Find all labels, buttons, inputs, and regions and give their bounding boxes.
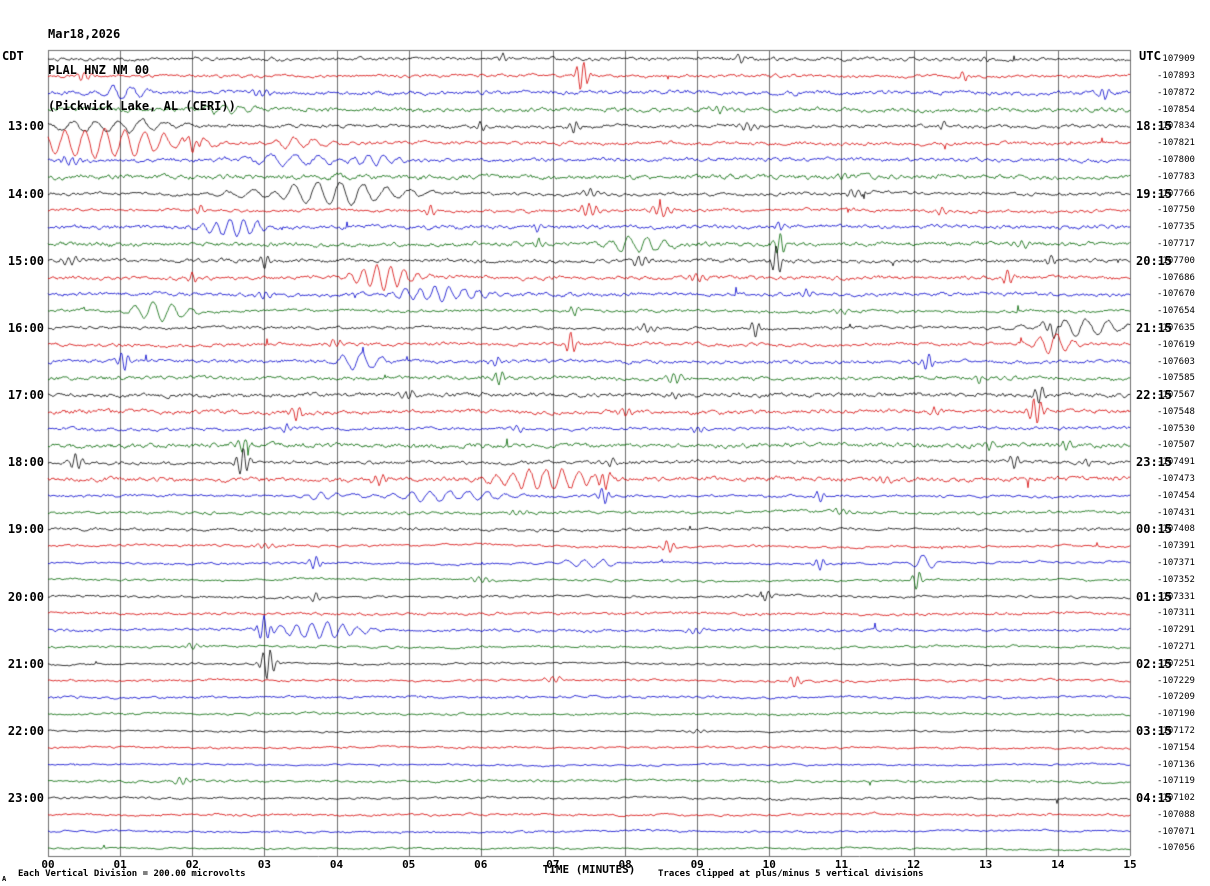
trace-offset-value: -107136 [1157,759,1195,770]
trace-offset-value: -107717 [1157,238,1195,249]
x-tick-label: 13 [979,858,993,871]
trace-offset-value: -107209 [1157,692,1195,703]
trace-offset-value: -107548 [1157,406,1195,417]
left-hour-label: 15:00 [7,253,44,268]
trace-offset-value: -107473 [1157,474,1195,484]
x-tick-label: 03 [257,858,272,871]
trace-offset-value: -107567 [1157,390,1195,401]
trace-offset-value: -107311 [1157,608,1195,619]
x-tick-label: 04 [329,858,344,871]
trace-offset-value: -107331 [1157,591,1195,602]
trace-offset-value: -107909 [1157,54,1195,65]
header-station: PLAL HNZ NM 00 [48,63,150,77]
trace-offset-value: -107371 [1157,558,1195,568]
x-tick-label: 09 [690,858,704,871]
trace-offset-value: -107454 [1157,490,1195,501]
left-hour-label: 23:00 [7,791,44,806]
left-hour-label: 20:00 [7,589,44,604]
x-tick-label: 14 [1051,858,1065,871]
x-tick-label: 15 [1123,858,1137,871]
left-hour-label: 13:00 [7,119,44,134]
trace-offset-value: -107700 [1157,255,1195,266]
trace-offset-value: -107172 [1157,725,1195,736]
right-utc-label: 00:15 [1136,522,1173,537]
x-tick-label: 10 [762,858,776,871]
trace-offset-value: -107102 [1157,793,1195,804]
x-tick-label: 11 [834,858,849,871]
scale-note: Each Vertical Division = 200.00 microvol… [18,869,246,879]
left-hour-label: 22:00 [7,723,44,738]
right-utc-label: 04:15 [1136,791,1173,806]
x-tick-label: 07 [546,858,560,871]
trace-offset-value: -107391 [1157,541,1195,552]
trace-offset-value: -107056 [1157,843,1195,854]
trace-offset-value: -107854 [1157,104,1195,115]
trace-offset-value: -107491 [1157,457,1195,468]
left-hour-label: 16:00 [7,320,44,335]
trace-offset-value: -107872 [1157,87,1195,98]
trace-offset-value: -107190 [1157,709,1195,720]
right-utc-label: 21:15 [1136,320,1173,335]
trace-offset-value: -107893 [1157,71,1195,81]
trace-offset-value: -107635 [1157,322,1195,333]
x-tick-label: 12 [906,858,921,871]
right-utc-label: 19:15 [1136,186,1173,201]
trace-offset-value: -107800 [1157,155,1195,165]
x-axis-title: TIME (MINUTES) [542,863,636,876]
x-tick-label: 05 [402,858,416,871]
trace-offset-value: -107735 [1157,222,1195,233]
right-utc-label: 23:15 [1136,455,1173,470]
trace-offset-value: -107619 [1157,339,1195,350]
left-hour-label: 21:00 [7,656,44,671]
trace-offset-value: -107229 [1157,675,1195,686]
header-location: (Pickwick Lake, AL (CERI)) [48,99,236,113]
trace-offset-value: -107603 [1157,356,1195,367]
clip-note: Traces clipped at plus/minus 5 vertical … [658,869,924,879]
right-utc-label: 20:15 [1136,253,1173,268]
trace-offset-value: -107654 [1157,306,1195,317]
trace-offset-value: -107154 [1157,742,1195,753]
trace-offset-value: -107766 [1157,188,1195,199]
trace-offset-value: -107686 [1157,272,1195,283]
right-utc-label: 03:15 [1136,723,1173,738]
trace-offset-value: -107271 [1157,641,1195,652]
trace-offset-value: -107530 [1157,423,1195,434]
trace-offset-value: -107119 [1157,776,1195,787]
right-utc-label: 18:15 [1136,119,1173,134]
trace-offset-value: -107291 [1157,625,1195,636]
trace-offset-value: -107834 [1157,121,1195,132]
left-hour-label: 18:00 [7,455,44,470]
header: Mar18,2026 PLAL HNZ NM 00 (Pickwick Lake… [48,4,236,136]
right-utc-label: 02:15 [1136,656,1173,671]
corner-mark: A [2,875,7,883]
trace-offset-value: -107585 [1157,373,1195,384]
trace-offset-value: -107507 [1157,440,1195,451]
left-timezone-label: CDT [2,49,24,63]
x-tick-label: 06 [474,858,488,871]
x-tick-label: 01 [113,858,127,871]
right-utc-label: 01:15 [1136,589,1173,604]
left-hour-label: 19:00 [7,522,44,537]
trace-offset-value: -107750 [1157,205,1195,216]
trace-offset-value: -107431 [1157,507,1195,518]
trace-offset-value: -107821 [1157,138,1195,149]
trace-offset-value: -107670 [1157,289,1195,300]
trace-offset-value: -107251 [1157,658,1195,669]
x-tick-label: 08 [618,858,632,871]
right-utc-label: 22:15 [1136,388,1173,403]
trace-offset-value: -107408 [1157,524,1195,535]
trace-offset-value: -107783 [1157,171,1195,182]
header-date: Mar18,2026 [48,27,121,41]
x-tick-label: 02 [185,858,199,871]
left-hour-label: 17:00 [7,388,44,403]
trace-offset-value: -107352 [1157,574,1195,585]
left-hour-label: 14:00 [7,186,44,201]
trace-offset-value: -107071 [1157,826,1195,837]
trace-offset-value: -107088 [1157,809,1195,820]
x-tick-label: 00 [41,858,55,871]
right-timezone-label: UTC [1139,49,1161,63]
